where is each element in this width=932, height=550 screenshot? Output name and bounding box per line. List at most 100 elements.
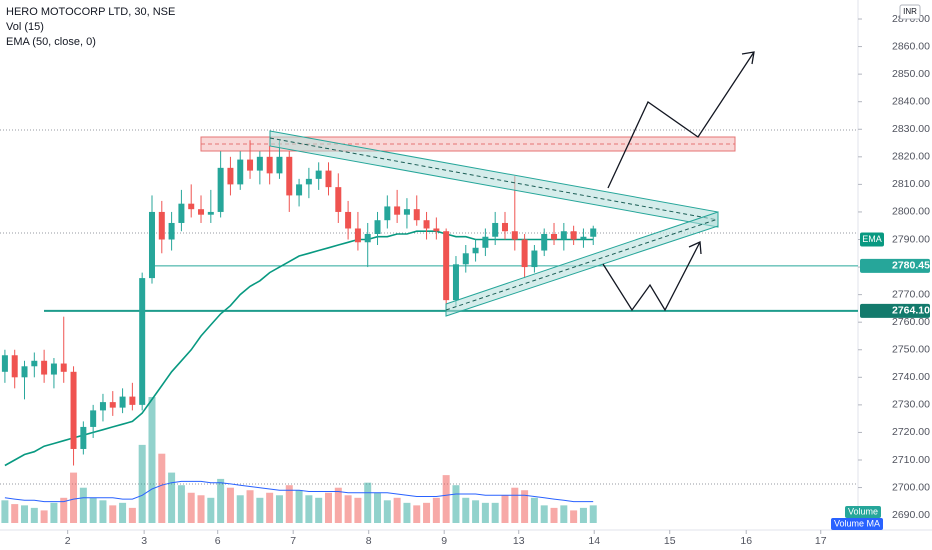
volume-bar xyxy=(305,495,313,523)
volume-bar xyxy=(560,505,568,523)
x-tick-label: 2 xyxy=(65,535,71,547)
candle-body xyxy=(335,187,342,212)
candle-body xyxy=(148,211,155,279)
candle-body xyxy=(590,228,597,237)
legend-box xyxy=(845,506,881,518)
legend-box xyxy=(831,518,883,530)
candle-body xyxy=(570,231,577,240)
volume-bar xyxy=(168,472,176,523)
volume-bar xyxy=(540,505,548,523)
volume-bar xyxy=(521,490,529,523)
x-tick-label: 8 xyxy=(366,535,372,547)
price-label: 2764.10 xyxy=(892,305,930,317)
candle-body xyxy=(296,184,303,196)
x-tick-label: 16 xyxy=(740,535,752,547)
volume-bar xyxy=(79,487,87,523)
candle-body xyxy=(492,222,499,237)
volume-bar xyxy=(226,487,234,523)
candle-body xyxy=(462,253,469,265)
volume-bar xyxy=(275,495,283,523)
volume-bar xyxy=(21,505,29,523)
arrow-head xyxy=(741,51,755,65)
y-tick-label: 2760.00 xyxy=(892,316,930,328)
candle-body xyxy=(482,236,489,248)
candle-body xyxy=(580,236,587,240)
candle-body xyxy=(384,206,391,221)
volume-bar xyxy=(197,495,205,523)
volume-bar xyxy=(40,510,48,523)
candle-body xyxy=(354,228,361,243)
candle-body xyxy=(178,203,185,223)
candle-body xyxy=(531,250,538,268)
drawings xyxy=(269,51,755,317)
y-tick-label: 2730.00 xyxy=(892,399,930,411)
volume-bar xyxy=(481,502,489,523)
volume-bar xyxy=(462,497,470,523)
volume-bar xyxy=(393,497,401,523)
volume-bar xyxy=(354,497,362,523)
candle-body xyxy=(413,209,420,221)
y-tick-label: 2740.00 xyxy=(892,371,930,383)
candle-body xyxy=(560,231,567,240)
price-label: 2780.45 xyxy=(892,260,930,272)
volume-bar xyxy=(266,492,274,523)
candle-body xyxy=(198,209,205,215)
volume-bar xyxy=(256,497,264,523)
volume-bar xyxy=(550,507,558,523)
volume-bar xyxy=(383,500,391,523)
candle-body xyxy=(50,363,57,375)
ema-label: EMA xyxy=(862,234,882,244)
y-tick-label: 2850.00 xyxy=(892,68,930,80)
y-tick-label: 2770.00 xyxy=(892,288,930,300)
volume-bar xyxy=(403,502,411,523)
candle-body xyxy=(31,360,38,367)
volume-bar xyxy=(452,485,460,523)
candle-body xyxy=(237,159,244,185)
candle-body xyxy=(158,211,165,240)
volume-bar xyxy=(432,497,440,523)
x-tick-label: 14 xyxy=(588,535,600,547)
volume-bar xyxy=(70,472,78,523)
y-tick-label: 2690.00 xyxy=(892,509,930,521)
candle-body xyxy=(80,426,87,449)
x-tick-label: 7 xyxy=(290,535,296,547)
candle-body xyxy=(541,233,548,251)
x-tick-label: 13 xyxy=(513,535,525,547)
x-tick-label: 3 xyxy=(141,535,147,547)
candle-body xyxy=(109,402,116,408)
volume-bar xyxy=(579,507,587,523)
volume-bar xyxy=(413,505,421,523)
candle-body xyxy=(315,170,322,179)
volume-bar xyxy=(138,444,146,523)
candle-body xyxy=(70,371,77,449)
volume-bar xyxy=(217,478,225,523)
volume-bar xyxy=(177,485,185,523)
channel-midline xyxy=(269,137,719,221)
volume-bar xyxy=(472,500,480,523)
candle-body xyxy=(119,396,126,408)
candle-body xyxy=(472,247,479,254)
candle-body xyxy=(188,203,195,210)
candle-body xyxy=(305,178,312,185)
candle-body xyxy=(501,222,508,232)
candle-body xyxy=(364,233,371,243)
volume-bar xyxy=(344,495,352,523)
candle-body xyxy=(511,231,518,240)
legend-volume-ma: Volume MA xyxy=(834,518,880,528)
price-axis: 2690.00 2700.00 2710.00 2720.00 2730.00 2740.… xyxy=(65,13,930,547)
projection-arrow xyxy=(607,51,755,189)
volume-bar xyxy=(491,502,499,523)
volume-bar xyxy=(236,495,244,523)
y-tick-label: 2700.00 xyxy=(892,481,930,493)
x-tick-label: 17 xyxy=(815,535,827,547)
candle-body xyxy=(207,211,214,215)
currency-box[interactable] xyxy=(899,4,921,20)
volume-bar xyxy=(570,510,578,523)
volume-bar xyxy=(158,453,166,523)
volume-bar xyxy=(109,505,117,523)
indicator-label: EMA (50, close, 0) xyxy=(6,36,96,48)
volume-bar xyxy=(11,504,19,523)
volume-bar xyxy=(530,497,538,523)
volume-bar xyxy=(442,475,450,523)
